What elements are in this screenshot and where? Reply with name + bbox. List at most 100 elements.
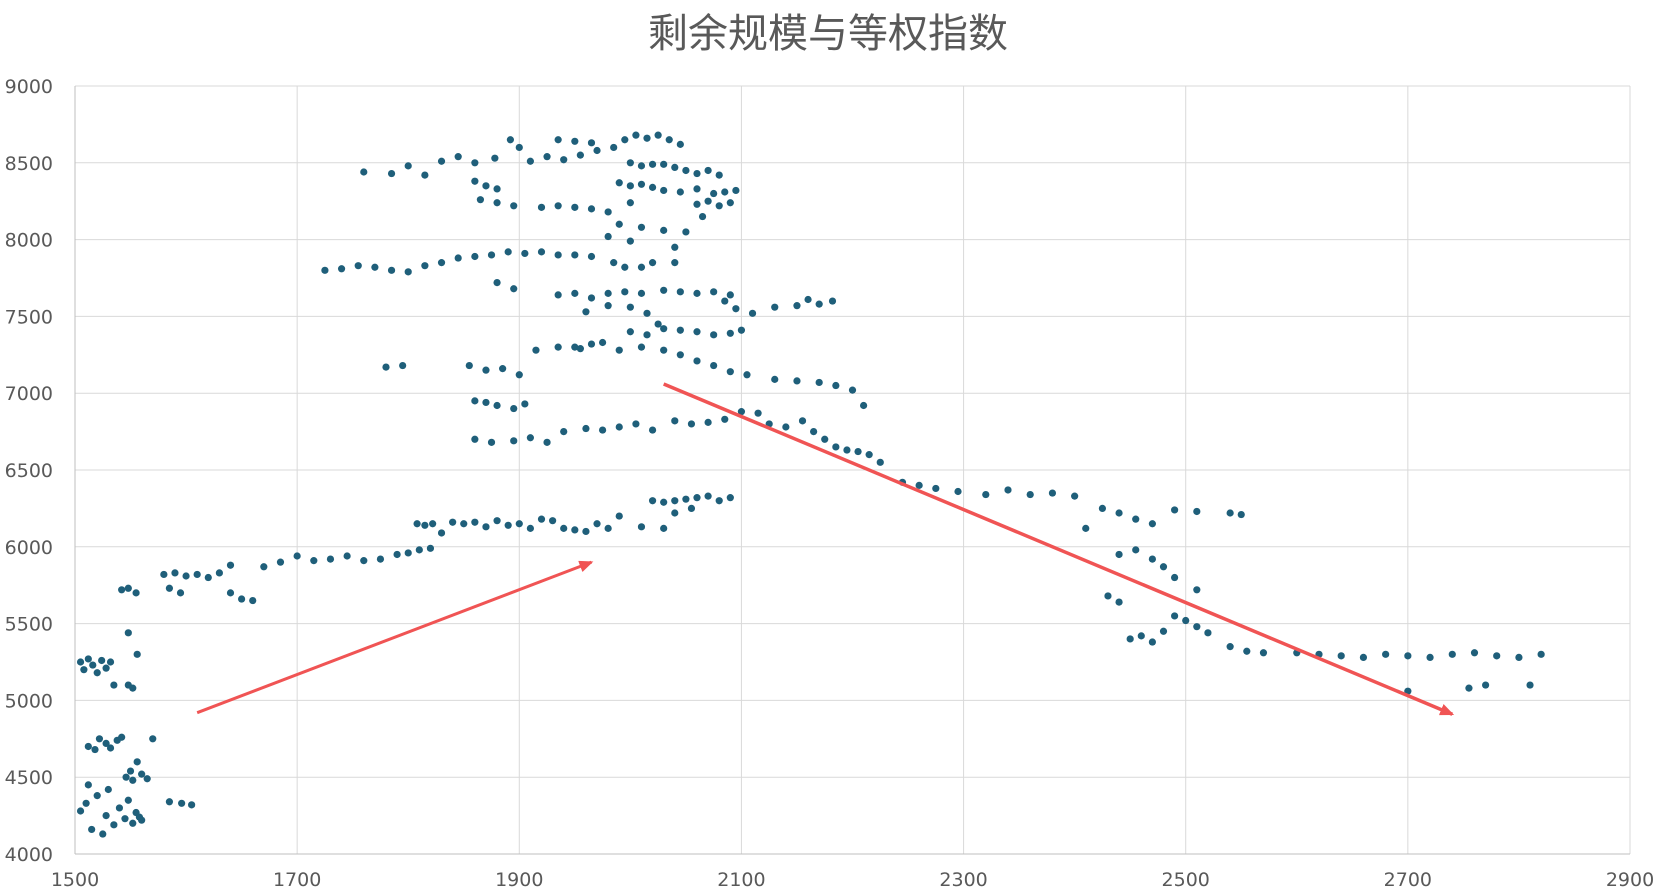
data-point — [499, 365, 507, 373]
data-point — [660, 286, 668, 294]
data-point — [1004, 486, 1012, 494]
data-point — [1382, 650, 1390, 658]
data-point — [810, 428, 818, 436]
data-point — [510, 404, 518, 413]
data-point — [682, 166, 690, 175]
data-point — [521, 400, 529, 408]
data-point — [554, 251, 562, 259]
data-point — [76, 658, 85, 666]
data-point — [626, 303, 634, 311]
data-point — [176, 589, 185, 597]
data-point — [504, 248, 512, 256]
data-point — [1448, 650, 1456, 658]
data-point — [571, 343, 579, 351]
data-point — [726, 494, 734, 502]
data-point — [1126, 635, 1134, 643]
data-point — [615, 512, 623, 520]
data-point — [491, 154, 499, 162]
data-point — [682, 495, 690, 503]
trend-arrow — [196, 560, 594, 715]
data-point — [437, 259, 446, 267]
data-point — [771, 375, 779, 383]
data-point — [376, 555, 385, 563]
data-point — [102, 812, 110, 820]
data-point — [1137, 632, 1145, 640]
data-point — [665, 136, 673, 144]
data-point — [132, 589, 140, 597]
data-point — [476, 196, 485, 204]
data-point — [1493, 652, 1501, 660]
data-point — [471, 252, 479, 261]
data-point — [671, 497, 679, 505]
data-point — [526, 434, 534, 442]
chart-title: 剩余规模与等权指数 — [648, 11, 1008, 57]
data-point — [337, 265, 346, 273]
data-point — [129, 776, 137, 784]
data-point — [124, 629, 132, 637]
data-point — [582, 527, 590, 536]
data-point — [571, 203, 579, 211]
data-point — [471, 435, 479, 443]
data-point — [715, 171, 723, 179]
data-point — [482, 398, 490, 407]
data-point — [204, 573, 212, 582]
data-point — [238, 595, 246, 603]
data-point — [226, 589, 235, 597]
data-point — [1048, 489, 1057, 497]
y-tick-label: 9000 — [5, 76, 53, 98]
data-point — [560, 156, 568, 164]
data-point — [637, 343, 646, 351]
data-point — [171, 569, 179, 577]
data-point — [648, 497, 657, 505]
data-point — [721, 188, 729, 196]
data-point — [843, 446, 851, 454]
data-point — [576, 345, 584, 353]
x-tick-label: 1700 — [273, 869, 321, 891]
data-point — [648, 259, 657, 267]
data-point — [95, 735, 104, 743]
data-point — [165, 584, 174, 592]
data-point — [1148, 555, 1156, 563]
data-point — [526, 524, 534, 532]
data-point — [126, 767, 135, 775]
data-point — [710, 361, 718, 370]
data-point — [704, 197, 712, 205]
data-point — [1182, 616, 1190, 625]
data-point — [110, 821, 118, 829]
data-point — [504, 521, 512, 529]
data-point — [587, 294, 596, 302]
data-point — [726, 329, 734, 337]
data-point — [554, 136, 562, 144]
data-point — [165, 798, 174, 806]
data-point — [798, 417, 807, 425]
data-point — [615, 423, 623, 431]
data-point — [637, 162, 646, 170]
data-point — [1115, 550, 1123, 559]
data-point — [832, 443, 840, 451]
data-point — [1071, 492, 1079, 500]
data-point — [188, 801, 196, 809]
y-tick-label: 8000 — [5, 230, 53, 252]
x-tick-label: 1900 — [495, 869, 543, 891]
data-point — [102, 664, 110, 672]
data-point — [598, 426, 607, 434]
data-point — [1115, 509, 1123, 517]
data-point — [571, 251, 579, 259]
data-point — [660, 325, 668, 333]
data-point — [632, 131, 640, 139]
data-point — [587, 340, 596, 348]
data-point — [93, 792, 101, 800]
data-point — [487, 251, 496, 259]
data-point — [632, 420, 640, 428]
data-point — [582, 308, 590, 316]
data-point — [138, 816, 146, 824]
data-point — [124, 796, 132, 804]
data-point — [1193, 623, 1201, 631]
data-point — [387, 169, 396, 178]
data-point — [1159, 627, 1168, 635]
data-point — [471, 159, 479, 167]
data-point — [932, 484, 940, 493]
data-point — [543, 438, 551, 446]
